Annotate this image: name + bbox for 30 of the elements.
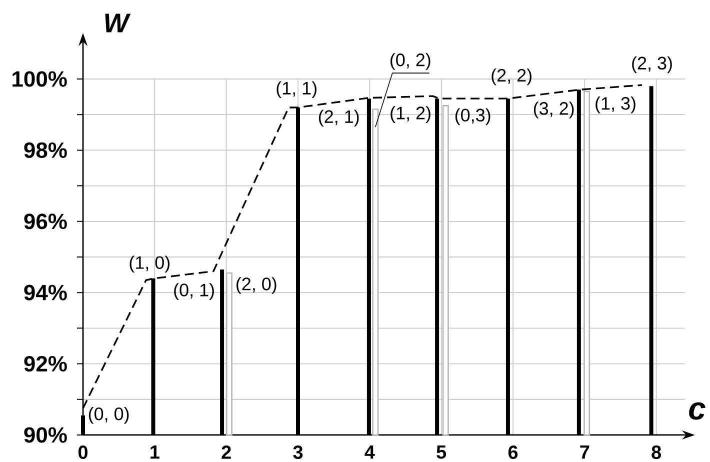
annotation: (0, 2) <box>390 53 430 70</box>
y-tick-label: 100% <box>12 71 67 87</box>
annotation: (1, 2) <box>390 106 430 123</box>
x-axis-title: c <box>689 402 706 420</box>
y-tick-label: 98% <box>24 142 67 158</box>
annotation: (2, 1) <box>318 110 359 127</box>
y-tick-label: 94% <box>24 284 67 300</box>
annotation: (1, 1) <box>276 81 316 98</box>
annotation: (1, 3) <box>596 96 636 114</box>
annotation: (2, 2) <box>492 68 532 86</box>
annotation: (0,3) <box>455 108 490 126</box>
y-tick-label: 90% <box>24 427 67 443</box>
x-tick-label: 0 <box>78 446 88 459</box>
x-tick-label: 1 <box>150 446 160 459</box>
y-axis-title: W <box>105 14 131 32</box>
annotation: (1, 0) <box>130 256 170 273</box>
x-tick-label: 8 <box>652 446 662 459</box>
x-tick-label: 6 <box>508 446 518 459</box>
y-tick-label: 96% <box>24 214 67 230</box>
annotation: (0, 1) <box>174 283 214 300</box>
x-tick-label: 5 <box>436 446 446 459</box>
x-tick-label: 2 <box>222 446 231 459</box>
annotation: (3, 2) <box>534 102 574 118</box>
annotation: (2, 3) <box>632 56 672 74</box>
x-tick-label: 3 <box>293 446 303 460</box>
annotation: (2, 0) <box>236 277 276 294</box>
x-tick-label: 7 <box>580 446 590 459</box>
x-tick-label: 4 <box>364 446 375 459</box>
annotation: (0, 0) <box>88 407 129 424</box>
y-tick-label: 92% <box>24 356 67 372</box>
